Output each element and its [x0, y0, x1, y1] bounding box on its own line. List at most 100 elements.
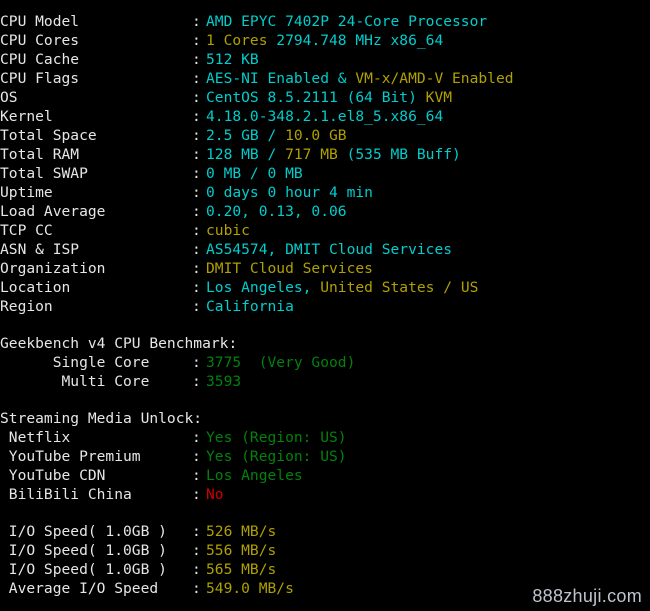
row-colon: : — [192, 184, 201, 201]
value-segment: (535 MB Buff) — [346, 146, 461, 163]
separator-io: - - - - - - - - - - - - - - - - - - - - … — [0, 510, 650, 522]
io-speed-row: I/O Speed( 1.0GB ):565 MB/s — [0, 560, 650, 579]
io-speed-section: I/O Speed( 1.0GB ):526 MB/s I/O Speed( 1… — [0, 522, 650, 598]
row-colon: : — [192, 165, 201, 182]
row-colon: : — [192, 298, 201, 315]
row-value: AS54574, DMIT Cloud Services — [206, 241, 452, 258]
row-label: CPU Cache — [0, 51, 80, 68]
system-info-row: Load Average:0.20, 0.13, 0.06 — [0, 202, 650, 221]
site-watermark: 888zhuji.com — [532, 586, 642, 606]
streaming-heading: Streaming Media Unlock: — [0, 410, 203, 427]
value-segment: Yes (Region: US) — [206, 448, 347, 465]
row-label: Location — [0, 279, 71, 296]
row-value: 4.18.0-348.2.1.el8_5.x86_64 — [206, 108, 443, 125]
geekbench-row: Single Core:3775 (Very Good) — [0, 353, 650, 372]
row-label: ASN & ISP — [0, 241, 80, 258]
row-label: Load Average — [0, 203, 106, 220]
row-colon: : — [192, 146, 201, 163]
value-segment: 10.0 GB — [285, 127, 347, 144]
row-value: 128 MB / 717 MB (535 MB Buff) — [206, 146, 461, 163]
separator-streaming: - - - - - - - - - - - - - - - - - - - - … — [0, 397, 650, 409]
row-colon: : — [192, 373, 201, 390]
system-info-row: TCP CC: cubic — [0, 221, 650, 240]
value-segment: 0 days 0 hour 4 min — [206, 184, 373, 201]
value-segment: Yes (Region: US) — [206, 429, 347, 446]
row-colon: : — [192, 561, 201, 578]
row-value: No — [206, 486, 224, 503]
system-info-row: CPU Flags: AES-NI Enabled & VM-x/AMD-V En… — [0, 69, 650, 88]
value-segment: 0 MB / 0 MB — [206, 165, 303, 182]
io-speed-row: I/O Speed( 1.0GB ):526 MB/s — [0, 522, 650, 541]
row-colon: : — [192, 542, 201, 559]
row-colon: : — [192, 108, 201, 125]
separator-geekbench: - - - - - - - - - - - - - - - - - - - - … — [0, 322, 650, 334]
row-value: cubic — [206, 222, 250, 239]
value-segment: No — [206, 486, 224, 503]
row-colon: : — [192, 260, 201, 277]
row-colon: : — [192, 448, 201, 465]
geekbench-row: Multi Core:3593 — [0, 372, 650, 391]
system-info-row: CPU Cores:1 Cores 2794.748 MHz x86_64 — [0, 31, 650, 50]
row-label: Organization — [0, 260, 106, 277]
value-segment: 2.5 GB / — [206, 127, 286, 144]
row-value: 3593 — [206, 373, 241, 390]
row-label: Single Core — [0, 354, 150, 371]
value-segment: California — [206, 298, 294, 315]
system-info-row: Region: California — [0, 297, 650, 316]
streaming-row: YouTube CDN: Los Angeles — [0, 466, 650, 485]
row-value: DMIT Cloud Services — [206, 260, 373, 277]
value-segment: cubic — [206, 222, 250, 239]
row-label: TCP CC — [0, 222, 53, 239]
value-segment: 526 MB/s — [206, 523, 277, 540]
system-info-row: Total RAM:128 MB / 717 MB (535 MB Buff) — [0, 145, 650, 164]
separator-top: - - - - - - - - - - - - - - - - - - - - … — [0, 0, 650, 12]
row-label: I/O Speed( 1.0GB ) — [0, 542, 167, 559]
row-colon: : — [192, 279, 201, 296]
row-value: Los Angeles — [206, 467, 303, 484]
value-segment: AES-NI Enabled & — [206, 70, 356, 87]
value-segment: 549.0 MB/s — [206, 580, 294, 597]
row-label: I/O Speed( 1.0GB ) — [0, 561, 167, 578]
row-colon: : — [192, 203, 201, 220]
system-info-row: CPU Cache:512 KB — [0, 50, 650, 69]
row-value: 2.5 GB / 10.0 GB — [206, 127, 347, 144]
system-info-row: Total Space:2.5 GB / 10.0 GB — [0, 126, 650, 145]
row-value: Los Angeles, United States / US — [206, 279, 478, 296]
row-colon: : — [192, 354, 201, 371]
row-value: Yes (Region: US) — [206, 448, 347, 465]
row-label: Total RAM — [0, 146, 80, 163]
value-segment: 565 MB/s — [206, 561, 277, 578]
row-colon: : — [192, 70, 201, 87]
value-segment: 4.18.0-348.2.1.el8_5.x86_64 — [206, 108, 444, 125]
row-colon: : — [192, 241, 201, 258]
system-info-row: ASN & ISP: AS54574, DMIT Cloud Services — [0, 240, 650, 259]
system-info-section: CPU Model: AMD EPYC 7402P 24-Core Process… — [0, 12, 650, 316]
row-colon: : — [192, 127, 201, 144]
system-info-row: Total SWAP:0 MB / 0 MB — [0, 164, 650, 183]
system-info-row: Kernel:4.18.0-348.2.1.el8_5.x86_64 — [0, 107, 650, 126]
row-value: 3775 (Very Good) — [206, 354, 355, 371]
row-colon: : — [192, 32, 201, 49]
row-colon: : — [192, 51, 201, 68]
row-value: AES-NI Enabled & VM-x/AMD-V Enabled — [206, 70, 514, 87]
row-label: Uptime — [0, 184, 53, 201]
value-segment: 1 Cores — [206, 32, 277, 49]
io-speed-row: Average I/O Speed:549.0 MB/s — [0, 579, 650, 598]
row-colon: : — [192, 13, 201, 30]
row-value: 512 KB — [206, 51, 259, 68]
row-label: Multi Core — [0, 373, 150, 390]
row-label: BiliBili China — [0, 486, 132, 503]
value-segment: 2794.748 MHz x86_64 — [276, 32, 444, 49]
streaming-row: BiliBili China: No — [0, 485, 650, 504]
row-label: CPU Model — [0, 13, 80, 30]
row-colon: : — [192, 486, 201, 503]
row-value: 556 MB/s — [206, 542, 276, 559]
row-value: 565 MB/s — [206, 561, 276, 578]
row-value: 0 days 0 hour 4 min — [206, 184, 373, 201]
value-segment: 512 KB — [206, 51, 259, 68]
system-info-row: Uptime:0 days 0 hour 4 min — [0, 183, 650, 202]
streaming-row: YouTube Premium: Yes (Region: US) — [0, 447, 650, 466]
value-segment: Los Angeles — [206, 467, 303, 484]
value-segment: 128 MB / — [206, 146, 286, 163]
row-value: 526 MB/s — [206, 523, 276, 540]
